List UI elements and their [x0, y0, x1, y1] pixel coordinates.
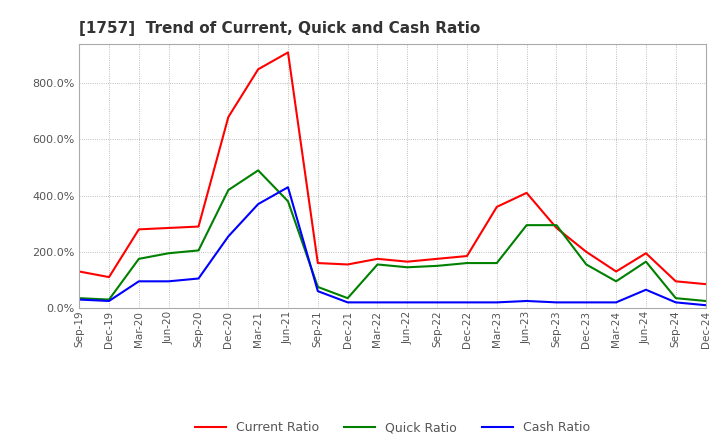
Cash Ratio	[582, 300, 590, 305]
Current Ratio	[224, 114, 233, 120]
Current Ratio	[672, 279, 680, 284]
Current Ratio	[164, 225, 173, 231]
Legend: Current Ratio, Quick Ratio, Cash Ratio: Current Ratio, Quick Ratio, Cash Ratio	[189, 416, 595, 439]
Current Ratio	[135, 227, 143, 232]
Current Ratio	[552, 225, 561, 231]
Cash Ratio	[672, 300, 680, 305]
Quick Ratio	[373, 262, 382, 267]
Cash Ratio	[284, 185, 292, 190]
Quick Ratio	[403, 264, 412, 270]
Current Ratio	[194, 224, 203, 229]
Current Ratio	[492, 204, 501, 209]
Cash Ratio	[343, 300, 352, 305]
Quick Ratio	[104, 297, 113, 302]
Current Ratio	[75, 269, 84, 274]
Quick Ratio	[164, 251, 173, 256]
Current Ratio	[522, 190, 531, 195]
Cash Ratio	[254, 202, 263, 207]
Cash Ratio	[75, 297, 84, 302]
Current Ratio	[642, 251, 650, 256]
Cash Ratio	[522, 298, 531, 304]
Current Ratio	[403, 259, 412, 264]
Quick Ratio	[582, 262, 590, 267]
Current Ratio	[463, 253, 472, 259]
Cash Ratio	[433, 300, 441, 305]
Cash Ratio	[403, 300, 412, 305]
Line: Cash Ratio: Cash Ratio	[79, 187, 706, 305]
Quick Ratio	[642, 259, 650, 264]
Quick Ratio	[522, 223, 531, 228]
Current Ratio	[343, 262, 352, 267]
Cash Ratio	[104, 298, 113, 304]
Cash Ratio	[701, 303, 710, 308]
Current Ratio	[254, 66, 263, 72]
Current Ratio	[612, 269, 621, 274]
Quick Ratio	[433, 263, 441, 268]
Quick Ratio	[492, 260, 501, 266]
Cash Ratio	[373, 300, 382, 305]
Quick Ratio	[552, 223, 561, 228]
Text: [1757]  Trend of Current, Quick and Cash Ratio: [1757] Trend of Current, Quick and Cash …	[79, 21, 480, 36]
Cash Ratio	[164, 279, 173, 284]
Current Ratio	[104, 275, 113, 280]
Quick Ratio	[463, 260, 472, 266]
Quick Ratio	[75, 296, 84, 301]
Quick Ratio	[343, 296, 352, 301]
Cash Ratio	[612, 300, 621, 305]
Quick Ratio	[224, 187, 233, 193]
Current Ratio	[701, 282, 710, 287]
Current Ratio	[373, 256, 382, 261]
Cash Ratio	[194, 276, 203, 281]
Cash Ratio	[463, 300, 472, 305]
Quick Ratio	[254, 168, 263, 173]
Cash Ratio	[552, 300, 561, 305]
Line: Current Ratio: Current Ratio	[79, 52, 706, 284]
Quick Ratio	[701, 298, 710, 304]
Quick Ratio	[194, 248, 203, 253]
Quick Ratio	[284, 198, 292, 204]
Cash Ratio	[313, 289, 322, 294]
Current Ratio	[433, 256, 441, 261]
Cash Ratio	[135, 279, 143, 284]
Cash Ratio	[224, 234, 233, 239]
Current Ratio	[582, 249, 590, 254]
Quick Ratio	[313, 284, 322, 290]
Quick Ratio	[612, 279, 621, 284]
Current Ratio	[313, 260, 322, 266]
Quick Ratio	[672, 296, 680, 301]
Cash Ratio	[492, 300, 501, 305]
Line: Quick Ratio: Quick Ratio	[79, 170, 706, 301]
Cash Ratio	[642, 287, 650, 293]
Quick Ratio	[135, 256, 143, 261]
Current Ratio	[284, 50, 292, 55]
